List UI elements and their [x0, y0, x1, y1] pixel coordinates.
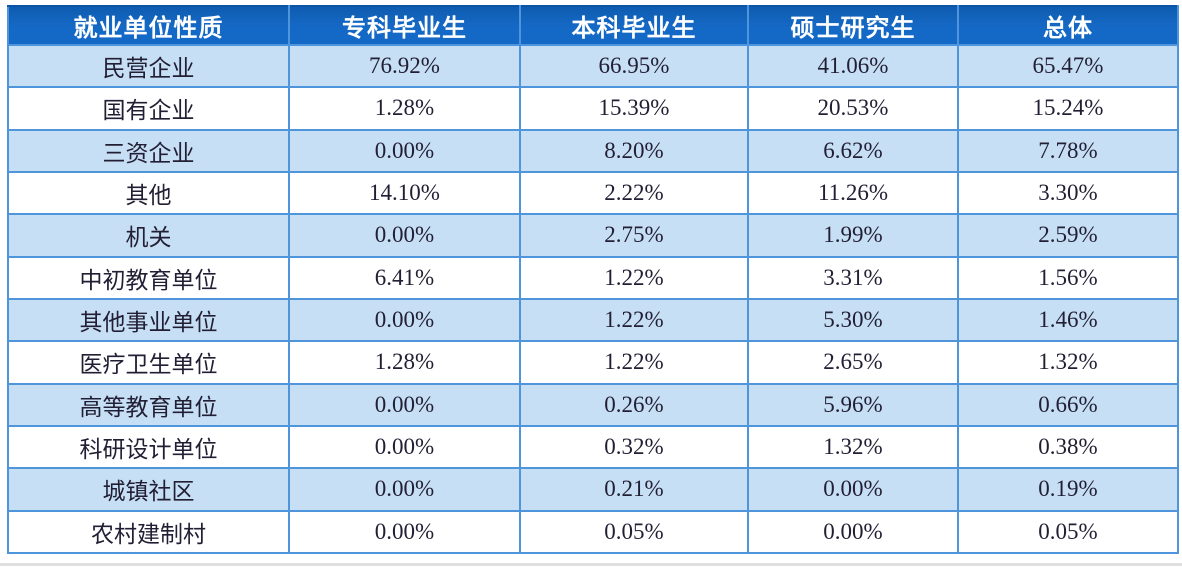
- cell-value: 1.22%: [519, 340, 749, 385]
- cell-value: 7.78%: [957, 128, 1179, 173]
- cell-value: 5.96%: [747, 382, 959, 427]
- cell-value: 2.65%: [747, 340, 959, 385]
- cell-value: 66.95%: [519, 43, 749, 89]
- row-label: 城镇社区: [7, 467, 290, 512]
- page-bottom-shadow: [0, 563, 1182, 566]
- cell-value: 15.24%: [957, 86, 1179, 131]
- cell-value: 1.22%: [519, 297, 749, 343]
- cell-value: 5.30%: [747, 297, 959, 343]
- cell-value: 1.32%: [747, 424, 959, 470]
- cell-value: 0.21%: [519, 467, 749, 512]
- cell-value: 0.00%: [288, 297, 521, 343]
- cell-value: 0.05%: [957, 509, 1179, 555]
- row-label: 科研设计单位: [7, 424, 290, 470]
- table-row: 民营企业 76.92% 66.95% 41.06% 65.47%: [7, 43, 1179, 89]
- cell-value: 0.38%: [957, 424, 1179, 470]
- cell-value: 1.32%: [957, 340, 1179, 385]
- cell-value: 1.99%: [747, 213, 959, 258]
- row-label: 民营企业: [7, 43, 290, 89]
- cell-value: 1.56%: [957, 255, 1179, 300]
- cell-value: 1.46%: [957, 297, 1179, 343]
- table-row: 高等教育单位 0.00% 0.26% 5.96% 0.66%: [7, 382, 1179, 427]
- cell-value: 6.62%: [747, 128, 959, 173]
- cell-value: 2.22%: [519, 170, 749, 216]
- cell-value: 0.00%: [747, 467, 959, 512]
- cell-value: 0.00%: [288, 213, 521, 258]
- cell-value: 65.47%: [957, 43, 1179, 89]
- table-row: 科研设计单位 0.00% 0.32% 1.32% 0.38%: [7, 424, 1179, 470]
- cell-value: 1.28%: [288, 340, 521, 385]
- table-row: 其他事业单位 0.00% 1.22% 5.30% 1.46%: [7, 297, 1179, 343]
- cell-value: 3.31%: [747, 255, 959, 300]
- cell-value: 20.53%: [747, 86, 959, 131]
- header-row: 就业单位性质 专科毕业生 本科毕业生 硕士研究生 总体: [7, 5, 1179, 46]
- row-label: 医疗卫生单位: [7, 340, 290, 385]
- cell-value: 2.75%: [519, 213, 749, 258]
- table-row: 国有企业 1.28% 15.39% 20.53% 15.24%: [7, 86, 1179, 131]
- row-label: 机关: [7, 213, 290, 258]
- row-label: 其他事业单位: [7, 297, 290, 343]
- column-header-2: 本科毕业生: [519, 5, 749, 46]
- cell-value: 1.28%: [288, 86, 521, 131]
- cell-value: 3.30%: [957, 170, 1179, 216]
- cell-value: 0.00%: [288, 382, 521, 427]
- table-row: 其他 14.10% 2.22% 11.26% 3.30%: [7, 170, 1179, 216]
- cell-value: 14.10%: [288, 170, 521, 216]
- row-label: 农村建制村: [7, 509, 290, 555]
- cell-value: 0.19%: [957, 467, 1179, 512]
- cell-value: 0.00%: [288, 509, 521, 555]
- table-row: 中初教育单位 6.41% 1.22% 3.31% 1.56%: [7, 255, 1179, 300]
- cell-value: 0.26%: [519, 382, 749, 427]
- cell-value: 0.00%: [288, 128, 521, 173]
- cell-value: 0.00%: [747, 509, 959, 555]
- cell-value: 0.00%: [288, 467, 521, 512]
- cell-value: 0.05%: [519, 509, 749, 555]
- cell-value: 41.06%: [747, 43, 959, 89]
- cell-value: 1.22%: [519, 255, 749, 300]
- table-row: 三资企业 0.00% 8.20% 6.62% 7.78%: [7, 128, 1179, 173]
- column-header-3: 硕士研究生: [747, 5, 959, 46]
- column-header-1: 专科毕业生: [288, 5, 521, 46]
- table-body: 民营企业 76.92% 66.95% 41.06% 65.47% 国有企业 1.28% 15.…: [7, 43, 1179, 555]
- cell-value: 11.26%: [747, 170, 959, 216]
- row-label: 中初教育单位: [7, 255, 290, 300]
- cell-value: 76.92%: [288, 43, 521, 89]
- cell-value: 0.00%: [288, 424, 521, 470]
- cell-value: 6.41%: [288, 255, 521, 300]
- cell-value: 2.59%: [957, 213, 1179, 258]
- cell-value: 8.20%: [519, 128, 749, 173]
- table-row: 城镇社区 0.00% 0.21% 0.00% 0.19%: [7, 467, 1179, 512]
- cell-value: 0.32%: [519, 424, 749, 470]
- row-label: 其他: [7, 170, 290, 216]
- table-row: 机关 0.00% 2.75% 1.99% 2.59%: [7, 213, 1179, 258]
- column-header-4: 总体: [957, 5, 1179, 46]
- column-header-0: 就业单位性质: [7, 5, 290, 46]
- table-row: 农村建制村 0.00% 0.05% 0.00% 0.05%: [7, 509, 1179, 555]
- cell-value: 15.39%: [519, 86, 749, 131]
- table-row: 医疗卫生单位 1.28% 1.22% 2.65% 1.32%: [7, 340, 1179, 385]
- employment-unit-table: 就业单位性质 专科毕业生 本科毕业生 硕士研究生 总体 民营企业 76.92% 66.95%…: [7, 5, 1179, 555]
- cell-value: 0.66%: [957, 382, 1179, 427]
- row-label: 高等教育单位: [7, 382, 290, 427]
- row-label: 三资企业: [7, 128, 290, 173]
- row-label: 国有企业: [7, 86, 290, 131]
